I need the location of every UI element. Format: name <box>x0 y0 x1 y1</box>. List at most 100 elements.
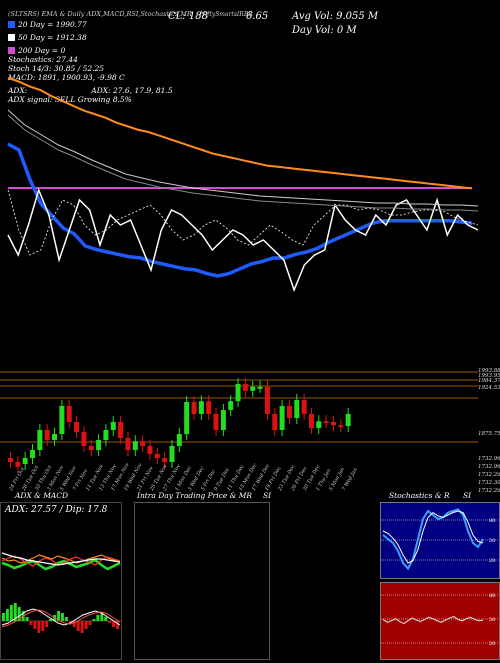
price-axis-label: 1924.53 <box>478 385 500 391</box>
candle <box>132 441 138 450</box>
candle <box>110 422 116 430</box>
macd-histogram-bar <box>5 609 9 621</box>
stochastics-value: Stochastics: 27.44 <box>8 55 78 64</box>
macd-histogram-bar <box>57 611 60 621</box>
candle <box>242 384 248 391</box>
intraday-title: Intra Day Trading Price & MR <box>137 491 253 500</box>
close-price: CL: 188 <box>168 11 208 22</box>
macd-histogram-bar <box>76 621 80 631</box>
candle <box>235 384 241 402</box>
ema50-swatch <box>8 34 15 41</box>
candle <box>264 386 270 414</box>
rsi-level-label: 50 <box>489 617 495 623</box>
intraday-panel: Intra Day Trading Price & MR SI <box>134 491 271 660</box>
candle <box>140 441 146 446</box>
macd-histogram-bar <box>2 613 5 621</box>
macd-histogram-bar <box>29 621 33 625</box>
stoch-line <box>382 510 484 564</box>
ema20-line <box>7 142 473 278</box>
macd-histogram-bar <box>13 603 17 621</box>
adx-line <box>1 554 121 564</box>
adx-bg <box>1 523 121 583</box>
legend: 20 Day = 1990.77 50 Day = 1912.38 200 Da… <box>8 13 173 104</box>
candle <box>250 386 256 391</box>
macd-histogram-bar <box>37 621 41 633</box>
ema50-line <box>7 77 473 190</box>
macd-histogram-bar <box>104 617 108 621</box>
candle <box>308 414 314 428</box>
candle <box>44 430 50 440</box>
adx-line <box>1 552 121 566</box>
si-title-right: SI <box>463 491 472 500</box>
candle <box>169 446 175 462</box>
macd-histogram-bar <box>96 615 100 621</box>
candle <box>88 446 94 450</box>
stoch-line <box>382 508 484 571</box>
price-axis-label: 1732.30 <box>478 480 500 486</box>
rsi-level-label: 20 <box>489 641 495 647</box>
macd-histogram-bar <box>92 619 96 621</box>
candle <box>52 434 58 440</box>
macd-histogram-bar <box>88 621 92 625</box>
macd-histogram-bar <box>49 619 53 621</box>
macd-histogram-bar <box>68 621 72 623</box>
macd-histogram-bar <box>108 621 112 623</box>
stoch-level-label: 20 <box>489 558 495 564</box>
candle <box>37 430 43 450</box>
candle <box>81 432 87 446</box>
macd-histogram-bar <box>64 617 68 621</box>
header-title: (SLTSRS) EMA & Daily ADX,MACD,RSI,Stocha… <box>8 10 192 18</box>
candle <box>162 458 168 462</box>
stochastics-panel: Stochastics & R SI 80 50 20 <box>380 491 500 579</box>
candle <box>59 406 65 434</box>
macd-histogram-bar <box>25 617 29 621</box>
lower-band-line <box>7 114 479 212</box>
candle <box>103 430 109 440</box>
candle <box>147 446 153 454</box>
price-axis-label: 1732.96 <box>478 456 500 462</box>
macd-histogram-bar <box>80 621 84 633</box>
candle <box>338 425 344 428</box>
macd-histogram-bar <box>33 621 37 629</box>
price-axis-label: 1732.96 <box>478 464 500 470</box>
macd-line <box>1 609 121 628</box>
ema200-label: 200 Day = 0 <box>18 46 66 55</box>
rsi-line <box>382 615 484 625</box>
stoch-level-label: 50 <box>489 538 495 544</box>
stochastic-dotted-line <box>7 189 479 256</box>
candle <box>96 440 102 450</box>
candle <box>330 422 336 426</box>
macd-histogram-bar <box>100 613 104 621</box>
header-symbol: NiftySmartsIRBR <box>200 11 253 18</box>
upper-band-line <box>7 109 479 207</box>
candle <box>22 458 28 464</box>
rsi-level-label: 80 <box>489 593 495 599</box>
macd-value: MACD: 1891, 1900.93, -9.98 C <box>8 73 125 82</box>
stochastics-plot: 80 50 20 <box>381 508 499 571</box>
ema200-swatch <box>8 47 15 54</box>
candle <box>191 402 197 414</box>
candle <box>118 422 124 438</box>
candle <box>301 400 307 414</box>
rsi-panel: 80 50 20 <box>380 582 500 660</box>
adx-panel-value: ADX: 27.57 / Dip: 17.8 <box>5 505 108 515</box>
adx-macd-panel: ADX & MACD ADX: 27.57 / Dip: 17.8 <box>0 491 122 660</box>
candle <box>30 450 36 458</box>
stochastics-title: Stochastics & R <box>389 491 450 500</box>
macd-histogram-bar <box>116 621 119 629</box>
macd-histogram-bar <box>41 621 45 631</box>
ema20-swatch <box>8 21 15 28</box>
candle <box>316 421 322 428</box>
stochastics-detail: Stoch 14/3: 30.85 / 52.25 <box>8 64 105 73</box>
candle <box>154 454 160 458</box>
legend-ema50: 50 Day = 1912.38 <box>8 33 173 42</box>
candle <box>345 414 351 426</box>
ema20-label: 20 Day = 1990.77 <box>18 20 87 29</box>
candle <box>74 422 80 432</box>
price-change: 6.65 <box>246 11 269 22</box>
price-axis-label: 1875.75 <box>478 431 500 437</box>
date-axis: 24 Fri Oct 28 Tue Oct 30 Thu Oct 3 Mon Nov 5… <box>0 462 500 493</box>
price-axis-label: 1732.26 <box>478 472 500 478</box>
macd-histogram-bar <box>112 621 116 627</box>
ema50-label: 50 Day = 1912.38 <box>18 33 87 42</box>
